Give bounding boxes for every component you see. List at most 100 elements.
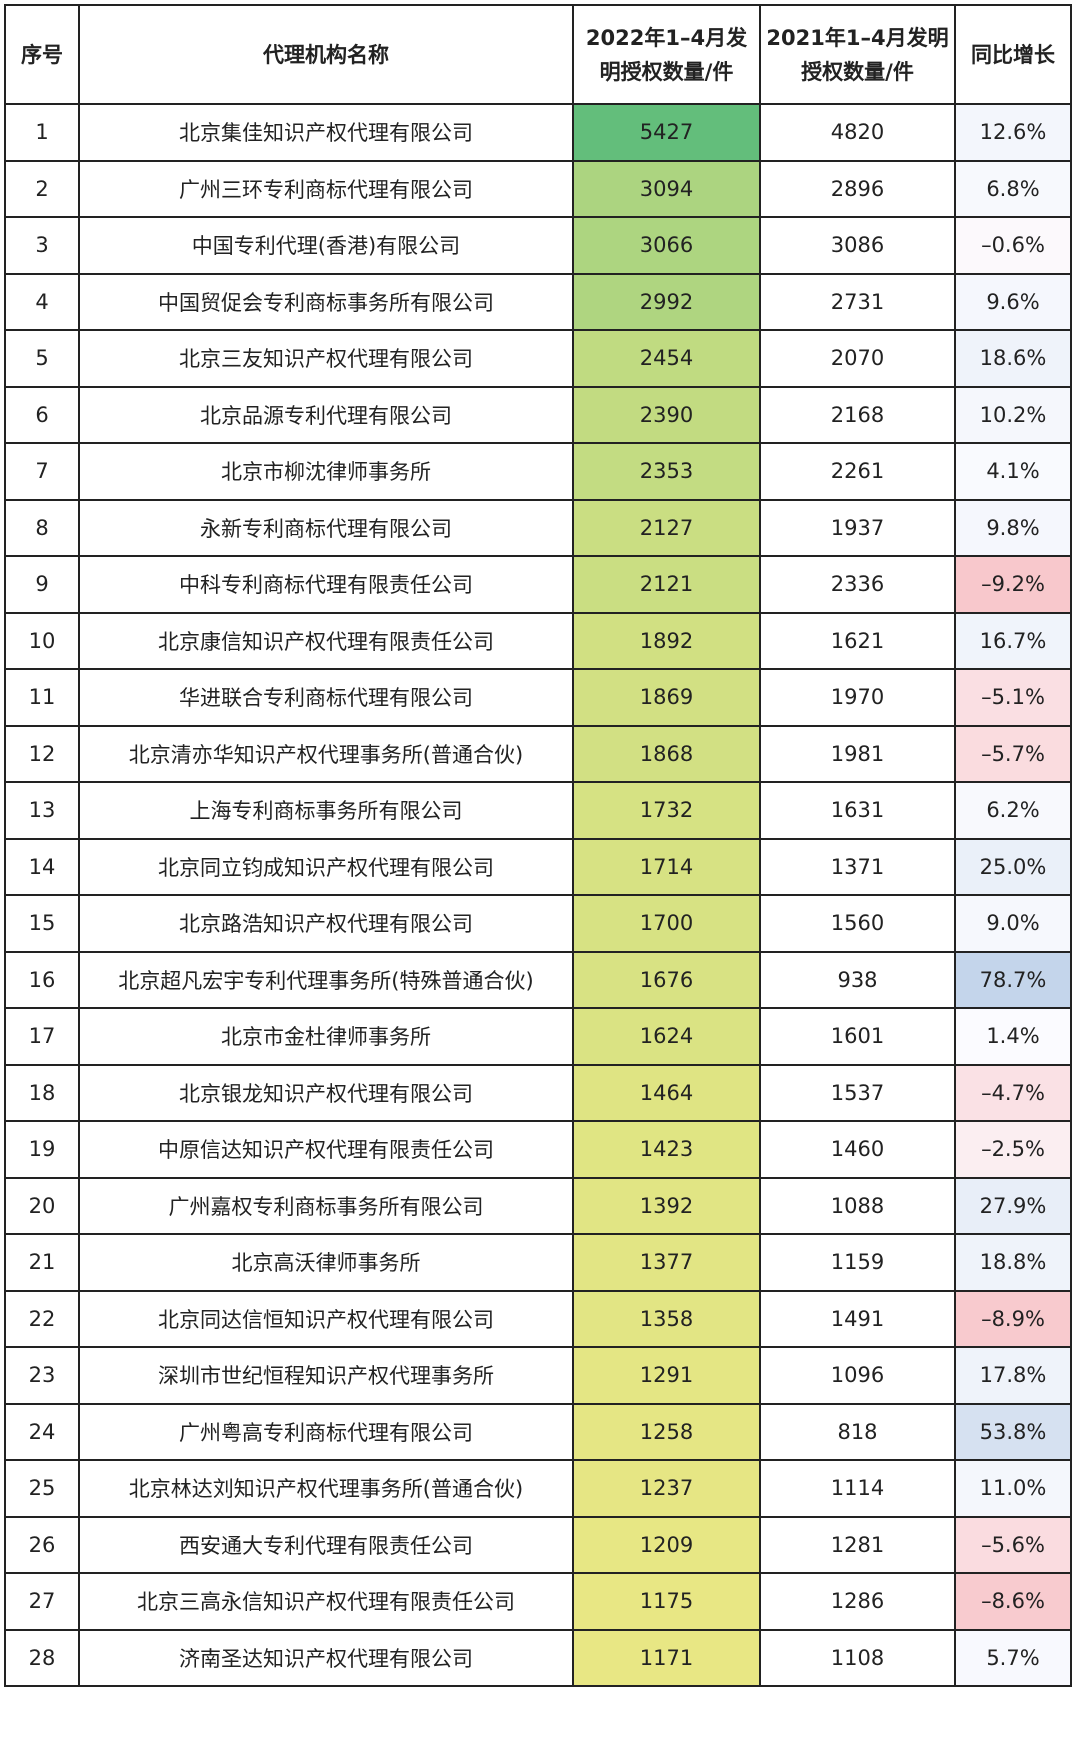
table-cell: 16 xyxy=(4,950,80,1009)
table-cell: 1377 xyxy=(572,1233,761,1292)
table-cell: –2.5% xyxy=(954,1120,1072,1179)
table-cell: 4 xyxy=(4,272,80,331)
table-cell: 中原信达知识产权代理有限责任公司 xyxy=(78,1120,574,1179)
header-cell: 代理机构名称 xyxy=(78,4,574,105)
table-cell: 22 xyxy=(4,1289,80,1348)
table-row: 28 济南圣达知识产权代理有限公司 1171 1108 5.7% xyxy=(4,1628,1072,1687)
table-row: 7 北京市柳沈律师事务所 2353 2261 4.1% xyxy=(4,442,1072,501)
table-cell: 北京林达刘知识产权代理事务所(普通合伙) xyxy=(78,1459,574,1518)
table-row: 27 北京三高永信知识产权代理有限责任公司 1175 1286 –8.6% xyxy=(4,1572,1072,1631)
table-cell: 10 xyxy=(4,611,80,670)
table-cell: 13 xyxy=(4,781,80,840)
table-cell: 1937 xyxy=(759,498,956,557)
table-cell: –8.9% xyxy=(954,1289,1072,1348)
table-cell: 25 xyxy=(4,1459,80,1518)
table-cell: 3094 xyxy=(572,159,761,218)
table-cell: 78.7% xyxy=(954,950,1072,1009)
table-cell: 北京品源专利代理有限公司 xyxy=(78,385,574,444)
table-cell: –9.2% xyxy=(954,555,1072,614)
table-cell: 2454 xyxy=(572,329,761,388)
table-cell: 6.2% xyxy=(954,781,1072,840)
table-cell: 11 xyxy=(4,668,80,727)
table-cell: 2896 xyxy=(759,159,956,218)
table-cell: 20 xyxy=(4,1176,80,1235)
table-row: 18 北京银龙知识产权代理有限公司 1464 1537 –4.7% xyxy=(4,1063,1072,1122)
table-cell: 北京高沃律师事务所 xyxy=(78,1233,574,1292)
table-cell: 广州嘉权专利商标事务所有限公司 xyxy=(78,1176,574,1235)
table-row: 25 北京林达刘知识产权代理事务所(普通合伙) 1237 1114 11.0% xyxy=(4,1459,1072,1518)
header-cell: 2022年1–4月发明授权数量/件 xyxy=(572,4,761,105)
table-cell: 6 xyxy=(4,385,80,444)
table-cell: 1981 xyxy=(759,724,956,783)
table-cell: 4.1% xyxy=(954,442,1072,501)
table-cell: 1423 xyxy=(572,1120,761,1179)
table-cell: 6.8% xyxy=(954,159,1072,218)
table-cell: 11.0% xyxy=(954,1459,1072,1518)
table-cell: 5427 xyxy=(572,103,761,162)
table-cell: 1175 xyxy=(572,1572,761,1631)
table-cell: 1088 xyxy=(759,1176,956,1235)
table-cell: 12 xyxy=(4,724,80,783)
table-cell: 2992 xyxy=(572,272,761,331)
table-cell: 26 xyxy=(4,1515,80,1574)
table-cell: 5.7% xyxy=(954,1628,1072,1687)
table-cell: 深圳市世纪恒程知识产权代理事务所 xyxy=(78,1346,574,1405)
table-cell: –8.6% xyxy=(954,1572,1072,1631)
header-cell: 2021年1–4月发明授权数量/件 xyxy=(759,4,956,105)
table-cell: 9.6% xyxy=(954,272,1072,331)
table-row: 23 深圳市世纪恒程知识产权代理事务所 1291 1096 17.8% xyxy=(4,1346,1072,1405)
table-cell: 1868 xyxy=(572,724,761,783)
table-cell: 1159 xyxy=(759,1233,956,1292)
table-cell: 华进联合专利商标代理有限公司 xyxy=(78,668,574,727)
table-cell: 3066 xyxy=(572,216,761,275)
table-cell: 北京同达信恒知识产权代理有限公司 xyxy=(78,1289,574,1348)
table-cell: 1460 xyxy=(759,1120,956,1179)
table-cell: 1209 xyxy=(572,1515,761,1574)
table-row: 24 广州粤高专利商标代理有限公司 1258 818 53.8% xyxy=(4,1402,1072,1461)
table-row: 14 北京同立钧成知识产权代理有限公司 1714 1371 25.0% xyxy=(4,837,1072,896)
table-cell: 1358 xyxy=(572,1289,761,1348)
table-cell: 1624 xyxy=(572,1007,761,1066)
table-cell: 27.9% xyxy=(954,1176,1072,1235)
table-cell: 北京康信知识产权代理有限责任公司 xyxy=(78,611,574,670)
table-cell: 21 xyxy=(4,1233,80,1292)
table-row: 16 北京超凡宏宇专利代理事务所(特殊普通合伙) 1676 938 78.7% xyxy=(4,950,1072,1009)
table-row: 13 上海专利商标事务所有限公司 1732 1631 6.2% xyxy=(4,781,1072,840)
table-cell: 北京三友知识产权代理有限公司 xyxy=(78,329,574,388)
table-cell: 12.6% xyxy=(954,103,1072,162)
table-cell: 18 xyxy=(4,1063,80,1122)
table-cell: 1621 xyxy=(759,611,956,670)
table-row: 8 永新专利商标代理有限公司 2127 1937 9.8% xyxy=(4,498,1072,557)
table-cell: 53.8% xyxy=(954,1402,1072,1461)
table-cell: 25.0% xyxy=(954,837,1072,896)
table-cell: 北京市金杜律师事务所 xyxy=(78,1007,574,1066)
table-cell: 16.7% xyxy=(954,611,1072,670)
table-cell: 14 xyxy=(4,837,80,896)
table-cell: 9.8% xyxy=(954,498,1072,557)
table-cell: 1892 xyxy=(572,611,761,670)
table-cell: 9 xyxy=(4,555,80,614)
table-cell: 15 xyxy=(4,894,80,953)
table-row: 22 北京同达信恒知识产权代理有限公司 1358 1491 –8.9% xyxy=(4,1289,1072,1348)
table-cell: 2 xyxy=(4,159,80,218)
table-row: 10 北京康信知识产权代理有限责任公司 1892 1621 16.7% xyxy=(4,611,1072,670)
table-cell: 8 xyxy=(4,498,80,557)
table-cell: 2731 xyxy=(759,272,956,331)
table-cell: 3086 xyxy=(759,216,956,275)
header-cell: 序号 xyxy=(4,4,80,105)
table-cell: 1108 xyxy=(759,1628,956,1687)
table-cell: 北京清亦华知识产权代理事务所(普通合伙) xyxy=(78,724,574,783)
table-row: 15 北京路浩知识产权代理有限公司 1700 1560 9.0% xyxy=(4,894,1072,953)
table-cell: 1114 xyxy=(759,1459,956,1518)
table-row: 1 北京集佳知识产权代理有限公司 5427 4820 12.6% xyxy=(4,103,1072,162)
table-cell: 2390 xyxy=(572,385,761,444)
table-row: 19 中原信达知识产权代理有限责任公司 1423 1460 –2.5% xyxy=(4,1120,1072,1179)
table-cell: 10.2% xyxy=(954,385,1072,444)
table-row: 20 广州嘉权专利商标事务所有限公司 1392 1088 27.9% xyxy=(4,1176,1072,1235)
table-cell: 上海专利商标事务所有限公司 xyxy=(78,781,574,840)
table-cell: 1970 xyxy=(759,668,956,727)
table-cell: 7 xyxy=(4,442,80,501)
table-row: 9 中科专利商标代理有限责任公司 2121 2336 –9.2% xyxy=(4,555,1072,614)
table-cell: 938 xyxy=(759,950,956,1009)
